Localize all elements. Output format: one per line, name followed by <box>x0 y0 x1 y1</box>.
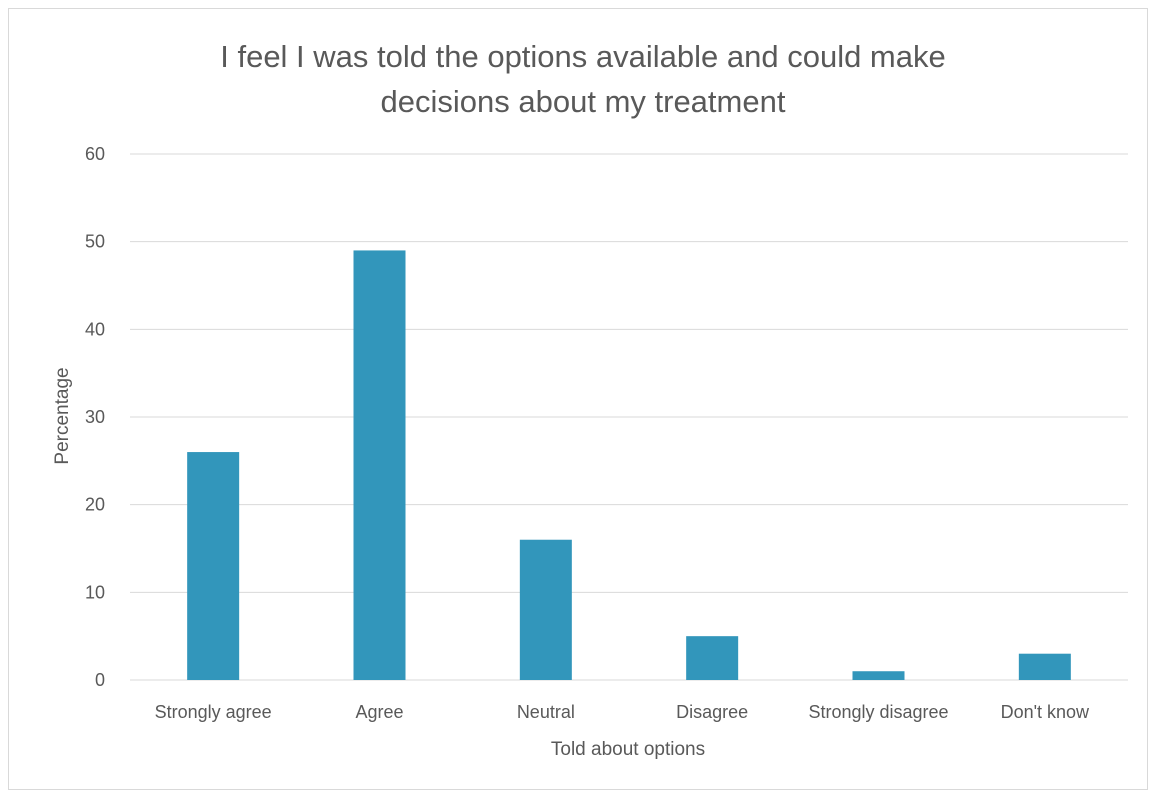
x-tick-label: Neutral <box>517 702 575 722</box>
chart-title-line-2: decisions about my treatment <box>381 84 786 119</box>
x-axis-ticks: Strongly agree Agree Neutral Disagree Strong… <box>155 702 1090 722</box>
y-tick-label: 20 <box>85 495 105 515</box>
chart-title-line-1: I feel I was told the options available … <box>220 39 946 74</box>
x-tick-label: Strongly disagree <box>808 702 948 722</box>
y-tick-label: 30 <box>85 407 105 427</box>
bar-strongly-disagree <box>852 671 905 680</box>
y-axis-ticks: 0 10 20 30 40 50 60 <box>85 144 105 690</box>
bar-disagree <box>686 636 739 680</box>
bar-strongly-agree <box>187 452 240 680</box>
y-tick-label: 60 <box>85 144 105 164</box>
gridlines <box>130 153 1128 681</box>
bar-agree <box>353 250 406 680</box>
x-tick-label: Disagree <box>676 702 748 722</box>
bar-don-t-know <box>1018 653 1071 680</box>
bars <box>187 250 1071 680</box>
x-axis-title: Told about options <box>551 739 705 760</box>
y-axis-title: Percentage <box>52 367 73 464</box>
y-tick-label: 0 <box>95 670 105 690</box>
y-tick-label: 40 <box>85 319 105 339</box>
bar-neutral <box>519 539 572 680</box>
x-tick-label: Strongly agree <box>155 702 272 722</box>
y-tick-label: 10 <box>85 582 105 602</box>
x-tick-label: Don't know <box>1001 702 1090 722</box>
x-tick-label: Agree <box>355 702 403 722</box>
y-tick-label: 50 <box>85 232 105 252</box>
